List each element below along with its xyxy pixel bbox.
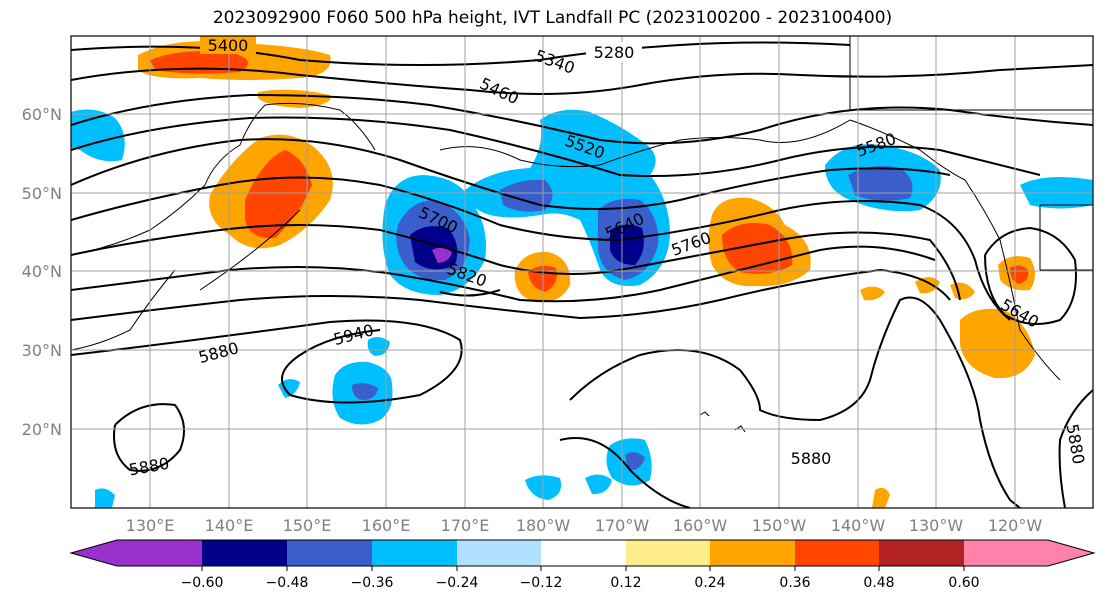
height-contours [71, 41, 1093, 508]
colorbar-swatch [457, 540, 541, 566]
colorbar-swatch [879, 540, 964, 566]
gridlines [71, 36, 1093, 508]
lat-label: 30°N [22, 341, 62, 360]
lat-label: 40°N [22, 262, 62, 281]
contour-label: 5880 [791, 449, 832, 468]
lon-label: 180°W [516, 516, 571, 535]
colorbar-swatch [795, 540, 879, 566]
lon-label: 170°W [595, 516, 650, 535]
lon-label: 130°E [126, 516, 175, 535]
contour-label: 5280 [594, 43, 635, 62]
lon-label: 150°E [283, 516, 332, 535]
lon-label: 170°E [441, 516, 490, 535]
lat-label: 60°N [22, 105, 62, 124]
map-frame [70, 35, 1094, 509]
lon-label: 140°W [831, 516, 886, 535]
lon-label: 160°E [362, 516, 411, 535]
colorbar-tick-label: −0.24 [436, 575, 479, 591]
lon-label: 120°W [988, 516, 1043, 535]
colorbar-swatch [117, 540, 202, 566]
colorbar-swatch [541, 540, 626, 566]
latitude-labels: 60°N 50°N 40°N 30°N 20°N [22, 105, 62, 439]
colorbar-swatch [287, 540, 372, 566]
colorbar-tick-label: 0.12 [610, 575, 641, 591]
map-area [71, 36, 1093, 508]
colorbar-outline [69, 539, 1096, 567]
lon-label: 130°W [909, 516, 964, 535]
colorbar-tick-label: 0.48 [863, 575, 894, 591]
colorbar-swatch [710, 540, 795, 566]
coastlines [71, 36, 1093, 433]
colorbar-tick-label: 0.24 [694, 575, 725, 591]
colorbar-tick-label: −0.36 [351, 575, 394, 591]
colorbar-extend-low [71, 540, 117, 566]
lon-label: 160°W [673, 516, 728, 535]
colorbar-swatch [626, 540, 710, 566]
colorbar-tick-label: −0.60 [181, 575, 224, 591]
ivt-shading [71, 41, 1093, 508]
longitude-labels: 130°E 140°E 150°E 160°E 170°E 180°W 170°… [126, 516, 1043, 535]
colorbar-tick-label: −0.12 [520, 575, 563, 591]
colorbar-swatch [964, 540, 1048, 566]
lon-label: 140°E [205, 516, 254, 535]
colorbar-extend-high [1048, 540, 1094, 566]
map-title: 2023092900 F060 500 hPa height, IVT Land… [212, 8, 893, 28]
lon-label: 150°W [752, 516, 807, 535]
contour-label: 5400 [208, 36, 249, 55]
colorbar-tick-label: 0.60 [948, 575, 979, 591]
colorbar-swatch [202, 540, 287, 566]
colorbar: −0.60 −0.48 −0.36 −0.24 −0.12 0.12 0.24 … [69, 539, 1096, 591]
lat-label: 20°N [22, 420, 62, 439]
lat-label: 50°N [22, 184, 62, 203]
colorbar-swatch [372, 540, 457, 566]
colorbar-tick-label: −0.48 [266, 575, 309, 591]
colorbar-tick-label: 0.36 [779, 575, 810, 591]
